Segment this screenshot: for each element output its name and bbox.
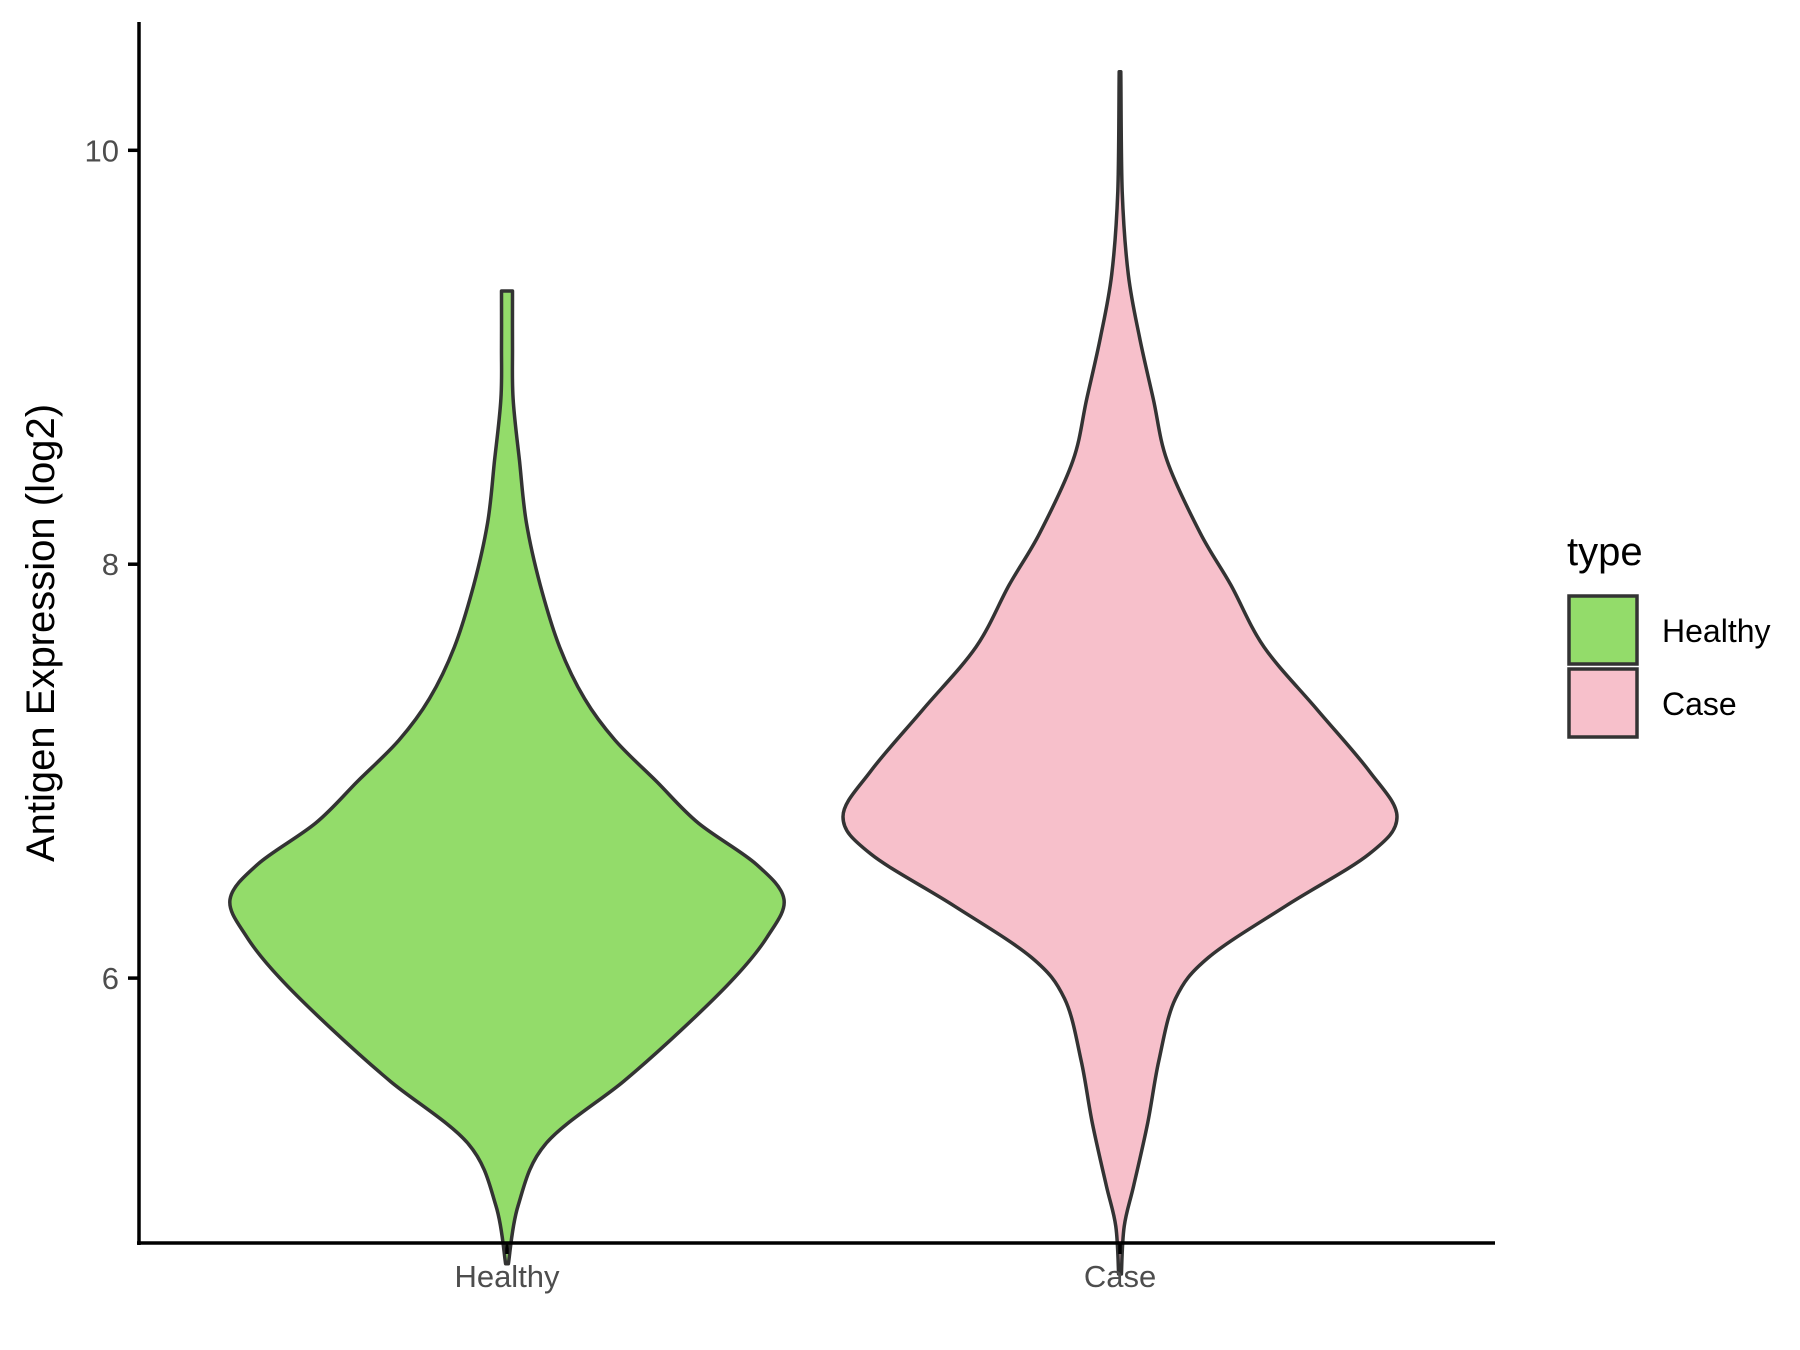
x-ticks: Healthy Case bbox=[454, 1243, 1156, 1294]
legend-label-case: Case bbox=[1662, 686, 1737, 722]
violin-case bbox=[841, 69, 1399, 1276]
legend-title: type bbox=[1567, 530, 1643, 574]
y-tick-label: 8 bbox=[102, 547, 119, 582]
legend-label-healthy: Healthy bbox=[1662, 613, 1771, 649]
y-ticks: 6 8 10 bbox=[85, 133, 139, 996]
violin-healthy bbox=[228, 289, 786, 1266]
axes bbox=[137, 22, 1495, 1245]
legend-key-case bbox=[1567, 667, 1639, 739]
y-tick-label: 6 bbox=[102, 961, 119, 996]
x-tick-label: Case bbox=[1084, 1259, 1156, 1294]
legend-key-healthy bbox=[1567, 594, 1639, 666]
legend: type Healthy Case bbox=[1567, 530, 1771, 739]
y-axis-title: Antigen Expression (log2) bbox=[19, 404, 63, 862]
y-tick-label: 10 bbox=[85, 133, 119, 168]
x-tick-label: Healthy bbox=[454, 1259, 560, 1294]
violin-layer bbox=[228, 69, 1399, 1276]
